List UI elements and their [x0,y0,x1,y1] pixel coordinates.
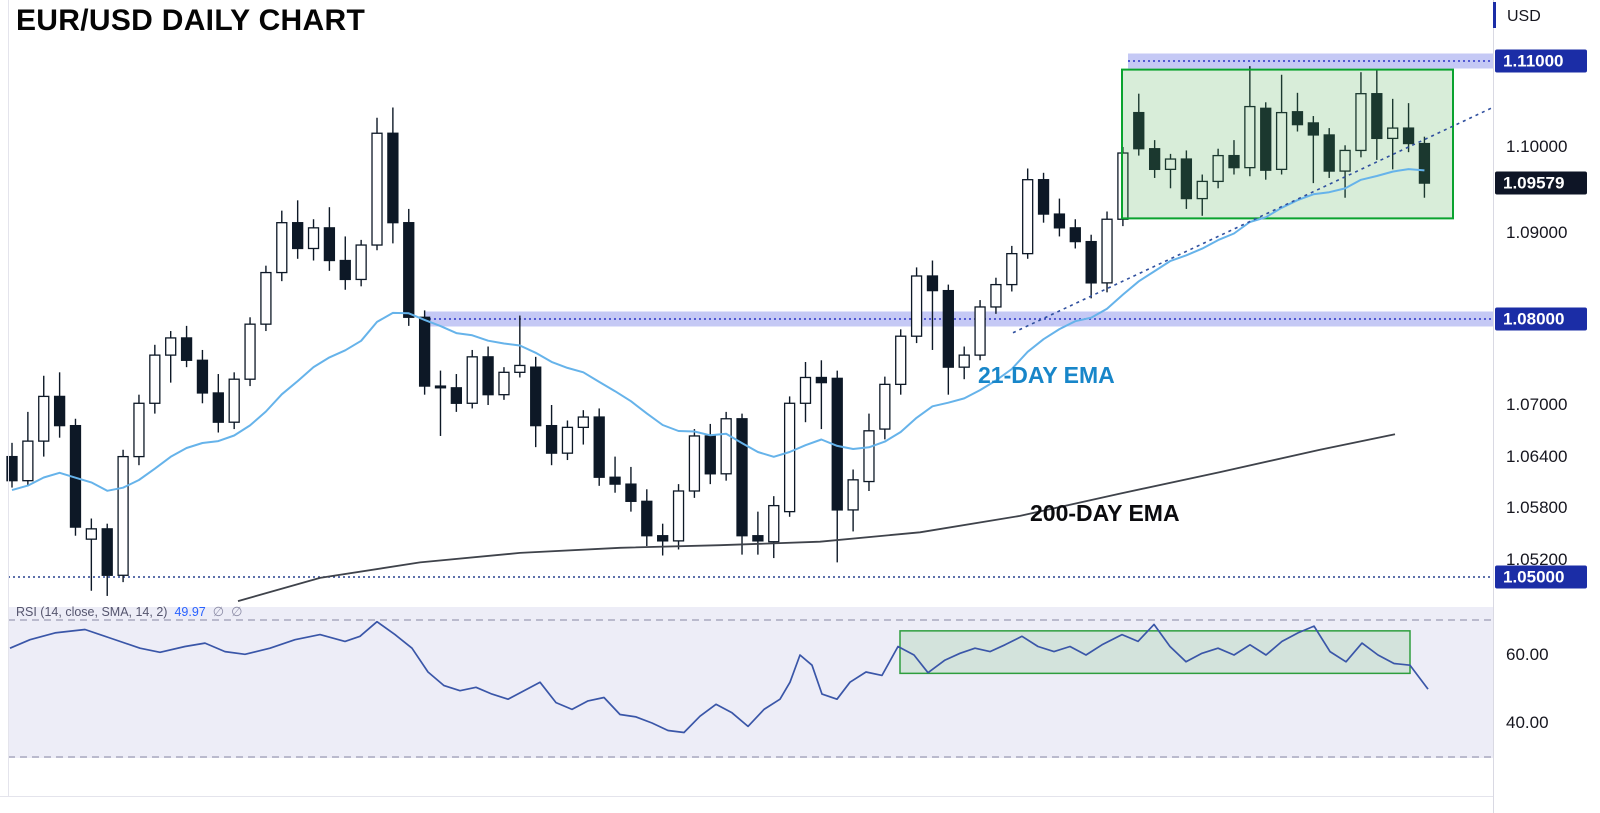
time-axis[interactable]: 202316Feb13Mar13Apr17May15 [0,762,1493,796]
level-price-badge: 1.11000 [1495,49,1587,73]
currency-axis-label: USD [1507,8,1541,25]
hide-indicator-icon[interactable]: ∅ [212,604,225,619]
chart-title: EUR/USD DAILY CHART [16,4,366,37]
rsi-range-box [899,630,1411,675]
ema200-line [237,433,1396,602]
rsi-legend-title: RSI (14, close, SMA, 14, 2) [16,605,168,619]
price-axis-label: 1.06400 [1506,446,1568,466]
price-axis-label: 1.10000 [1506,137,1568,156]
candlestick-series [6,66,1431,596]
rsi-current-value: 49.97 [174,605,206,619]
ema200-annotation-label: 200-DAY EMA [1030,500,1180,526]
price-axis-label: 1.05800 [1506,498,1568,518]
price-axis-label: 1.09000 [1506,223,1568,242]
level-price-badge: 1.08000 [1495,307,1587,331]
price-axis-panel[interactable]: USD [1493,0,1600,813]
rsi-axis-label: 40.00 [1506,713,1549,732]
rsi-line [9,620,1429,734]
axis-top-accent [1493,2,1496,28]
rsi-indicator-legend: RSI (14, close, SMA, 14, 2) 49.97 ∅ ∅ [16,604,242,620]
rsi-pane-background [8,607,1493,758]
ema21-annotation-label: 21-DAY EMA [978,362,1115,388]
price-axis-label: 1.05200 [1506,549,1568,569]
current-price-badge: 1.09579 [1495,171,1587,195]
price-zone-band [424,311,1493,327]
rsi-axis-label: 60.00 [1506,645,1549,664]
price-zone-band [1128,53,1493,69]
ema21-line [11,168,1425,492]
consolidation-box [1121,68,1454,220]
level-price-badge: 1.05000 [1495,565,1587,589]
price-axis-label: 1.07000 [1506,395,1568,414]
indicator-menu-icon[interactable]: ∅ [231,604,243,619]
